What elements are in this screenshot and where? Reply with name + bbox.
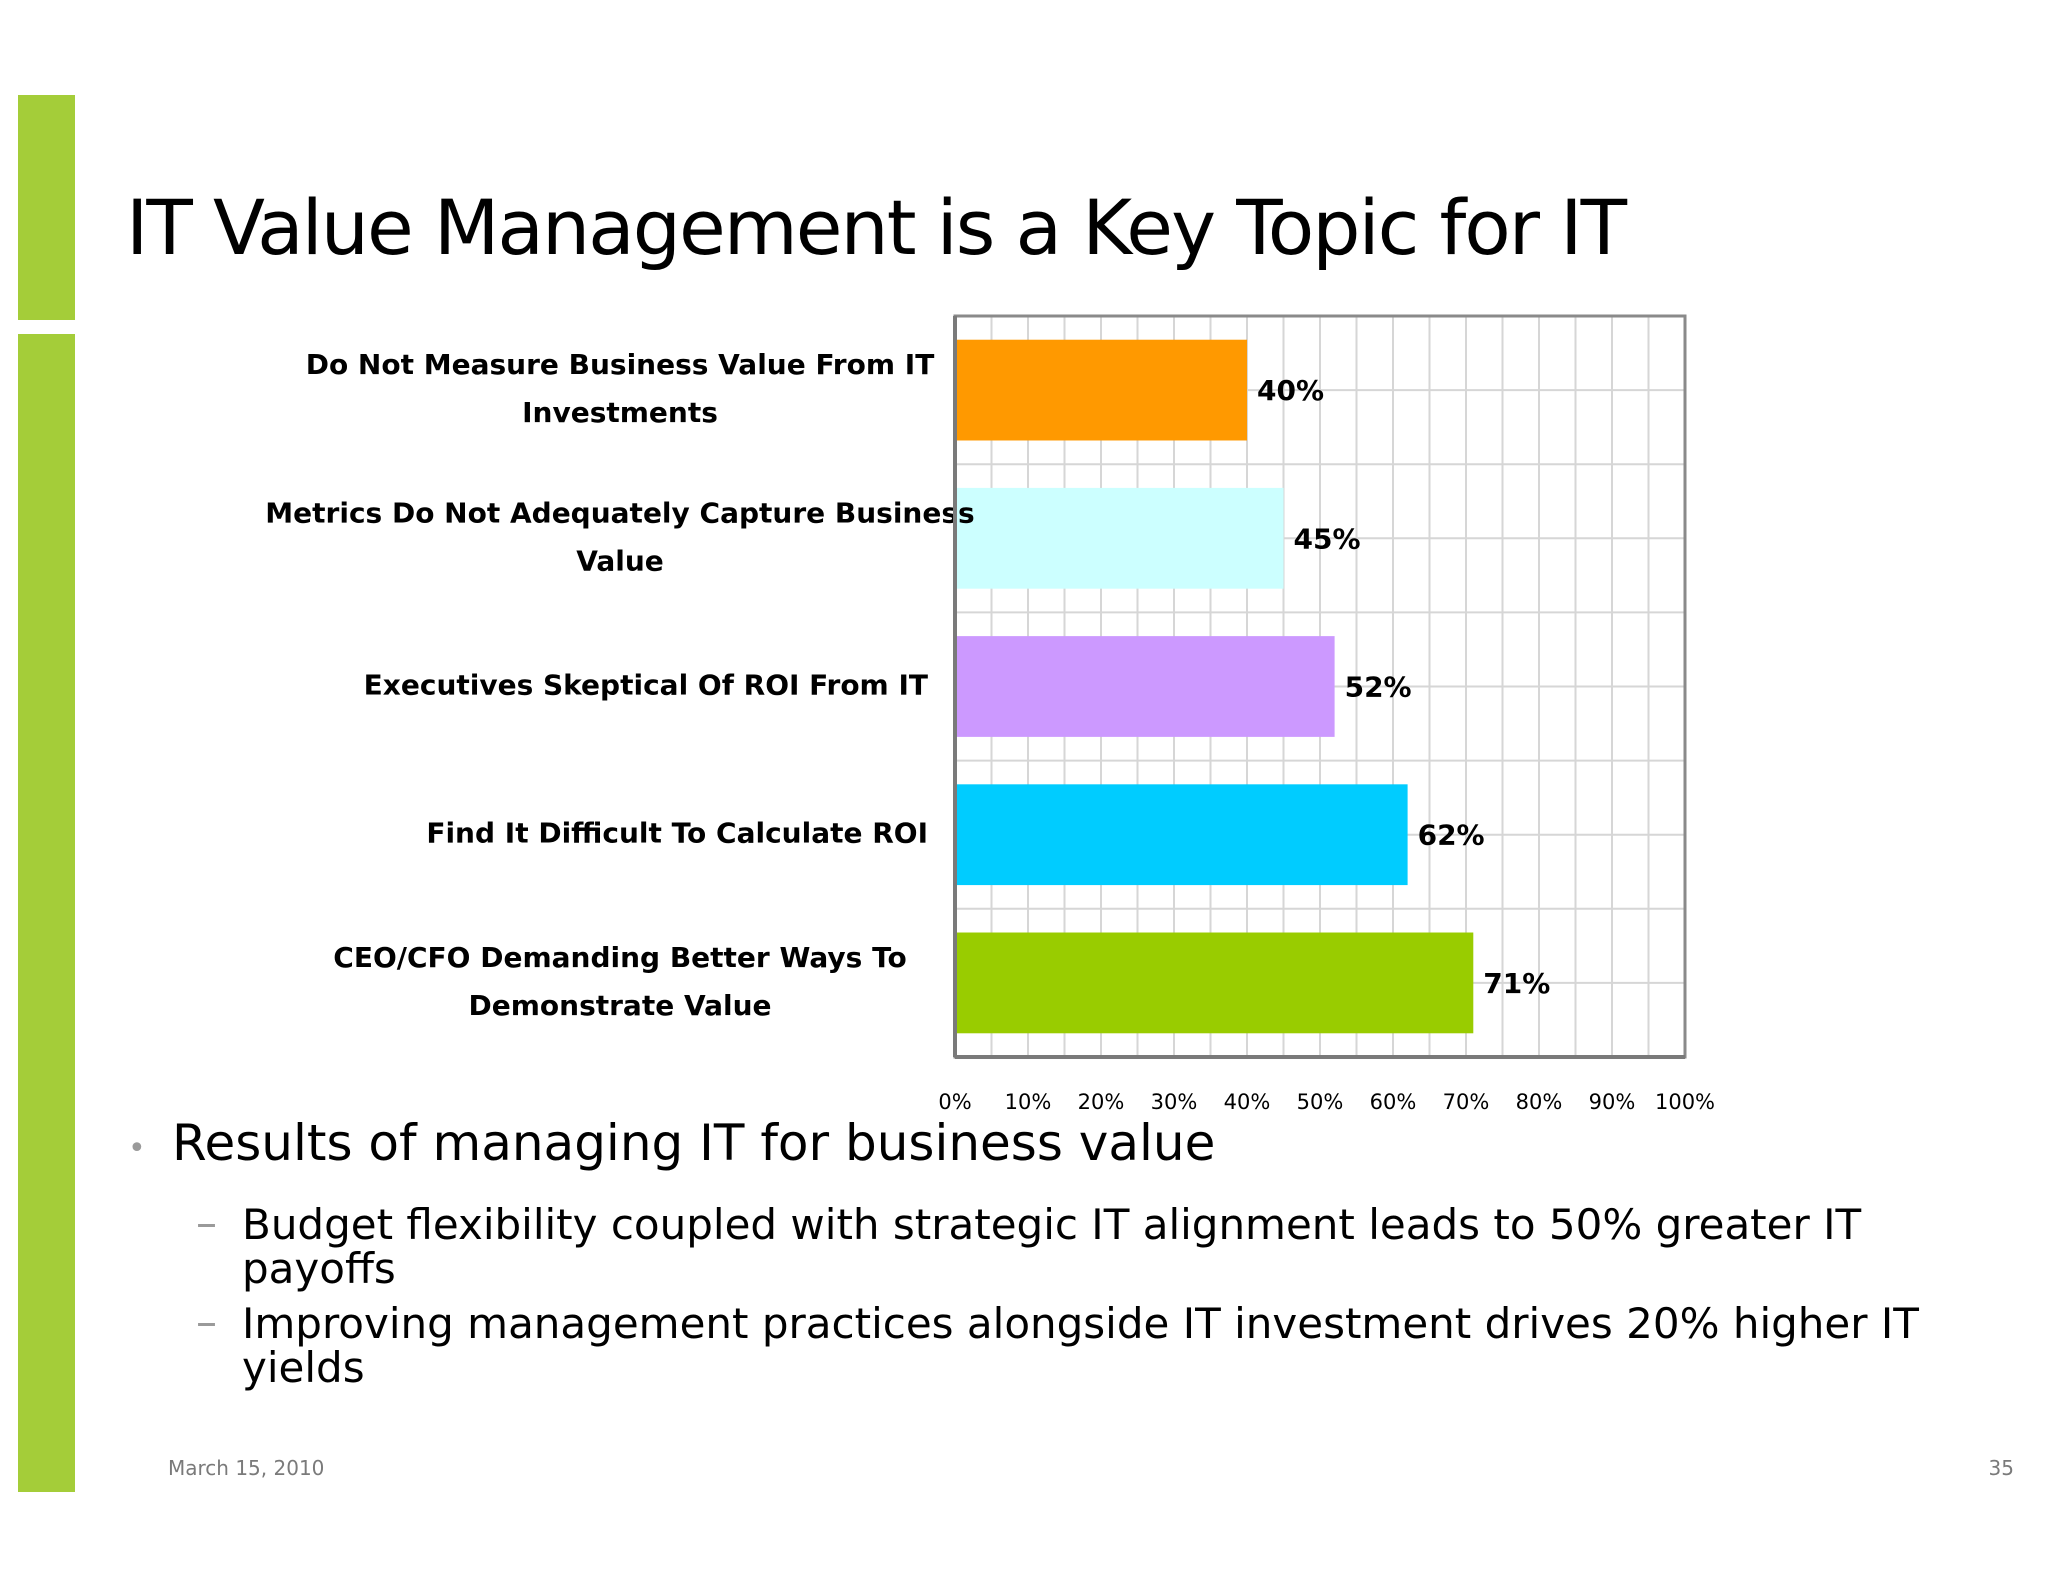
- bar: [955, 932, 1474, 1034]
- sub-bullet-1: Budget flexibility coupled with strategi…: [242, 1203, 1942, 1291]
- value-label: 40%: [1257, 374, 1324, 407]
- category-label: Demonstrate Value: [468, 989, 771, 1022]
- accent-bar-bottom: [18, 334, 75, 1492]
- category-label: Executives Skeptical Of ROI From IT: [364, 669, 928, 702]
- category-label: Find It Difficult To Calculate ROI: [426, 817, 928, 850]
- sub-bullet-2-line-1: Improving management practices alongside…: [242, 1299, 1919, 1348]
- sub-bullet-2: Improving management practices alongside…: [242, 1302, 1942, 1390]
- x-tick-label: 50%: [1297, 1090, 1344, 1114]
- x-tick-label: 80%: [1516, 1090, 1563, 1114]
- slide-title: IT Value Management is a Key Topic for I…: [126, 183, 1627, 272]
- bar: [955, 339, 1247, 441]
- category-label: CEO/CFO Demanding Better Ways To: [333, 941, 906, 974]
- x-tick-label: 90%: [1589, 1090, 1636, 1114]
- footer-date: March 15, 2010: [168, 1456, 325, 1480]
- accent-bar-top: [18, 95, 75, 320]
- sub-bullet-2-line-2: yields: [242, 1343, 365, 1392]
- x-tick-label: 0%: [938, 1090, 971, 1114]
- category-label: Metrics Do Not Adequately Capture Busine…: [265, 496, 974, 529]
- value-label: 71%: [1483, 967, 1550, 1000]
- x-tick-label: 100%: [1655, 1090, 1715, 1114]
- x-tick-label: 20%: [1078, 1090, 1125, 1114]
- category-label: Do Not Measure Business Value From IT: [306, 348, 935, 381]
- sub-bullet-1-line-1: Budget flexibility coupled with strategi…: [242, 1200, 1862, 1249]
- page-number: 35: [1988, 1456, 2014, 1480]
- x-tick-label: 30%: [1151, 1090, 1198, 1114]
- category-label: Value: [576, 544, 664, 577]
- value-label: 52%: [1345, 671, 1412, 704]
- bar: [955, 636, 1335, 737]
- bullet-dot-icon: •: [128, 1131, 146, 1166]
- bullet-main: Results of managing IT for business valu…: [172, 1114, 1216, 1172]
- bar: [955, 487, 1284, 589]
- dash-icon: –: [196, 1297, 217, 1346]
- value-label: 45%: [1294, 522, 1361, 555]
- category-label: Investments: [522, 396, 718, 429]
- bar: [955, 784, 1408, 886]
- value-label: 62%: [1418, 819, 1485, 852]
- x-tick-label: 70%: [1443, 1090, 1490, 1114]
- x-tick-label: 10%: [1005, 1090, 1052, 1114]
- dash-icon: –: [196, 1198, 217, 1247]
- x-tick-label: 60%: [1370, 1090, 1417, 1114]
- sub-bullet-1-line-2: payoffs: [242, 1244, 396, 1293]
- x-tick-label: 40%: [1224, 1090, 1271, 1114]
